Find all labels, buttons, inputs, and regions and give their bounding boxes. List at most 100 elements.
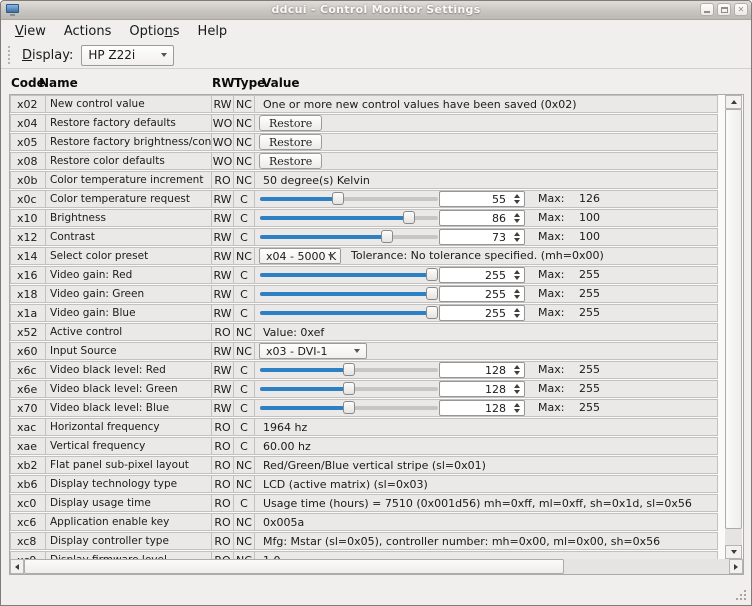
vertical-scrollbar[interactable] [725, 95, 742, 559]
max-label: Max: [538, 211, 565, 224]
resize-grip[interactable] [734, 588, 746, 600]
cell-code: xb2 [11, 457, 46, 473]
slider[interactable] [260, 192, 438, 205]
restore-button[interactable]: Restore [259, 134, 323, 150]
titlebar[interactable]: ddcui - Control Monitor Settings ✕ [1, 1, 751, 20]
scroll-left-button[interactable] [10, 559, 24, 574]
spinbox-arrows[interactable] [514, 308, 520, 318]
spinbox-arrows[interactable] [514, 213, 520, 223]
cell-type: NC [234, 115, 255, 131]
slider[interactable] [260, 306, 438, 319]
header-type: Type [234, 76, 266, 90]
arrow-up-icon [730, 100, 737, 104]
cell-type: C [234, 229, 255, 245]
menu-actions[interactable]: Actions [63, 23, 112, 39]
value-text: 1964 hz [263, 420, 308, 434]
spinbox-arrows[interactable] [514, 365, 520, 375]
slider-handle[interactable] [426, 306, 438, 319]
cell-value: 1964 hz [255, 419, 717, 435]
cell-code: xb6 [11, 476, 46, 492]
spinbox[interactable]: 86 [439, 210, 525, 226]
spin-up-icon [514, 403, 520, 407]
value-note: Tolerance: No tolerance specified. (mh=0… [351, 249, 604, 262]
maximize-button[interactable] [717, 3, 731, 16]
slider-handle[interactable] [381, 230, 393, 243]
vertical-scrollbar-thumb[interactable] [725, 109, 742, 529]
cell-rw: RW [212, 267, 234, 283]
scroll-down-button[interactable] [725, 545, 742, 559]
cell-rw: RW [212, 210, 234, 226]
cell-type: C [234, 400, 255, 416]
table-row: xb2 Flat panel sub-pixel layout RO NC Red/Gr… [10, 456, 718, 474]
menu-view[interactable]: View [15, 23, 46, 39]
max-value: 100 [579, 230, 600, 243]
horizontal-scrollbar-thumb[interactable] [24, 559, 564, 574]
menu-help[interactable]: Help [197, 23, 228, 39]
main-content: Code Name RW Type Value x02 New control v… [1, 67, 751, 605]
spinbox[interactable]: 255 [439, 267, 525, 283]
max-label: Max: [538, 287, 565, 300]
display-combobox[interactable]: HP Z22i [81, 44, 175, 66]
minimize-icon [704, 10, 710, 13]
slider-handle[interactable] [403, 211, 415, 224]
scroll-up-button[interactable] [725, 95, 742, 109]
slider[interactable] [260, 211, 438, 224]
restore-button[interactable]: Restore [259, 115, 323, 131]
spinbox-arrows[interactable] [514, 194, 520, 204]
slider[interactable] [260, 230, 438, 243]
spinbox-arrows[interactable] [514, 403, 520, 413]
slider[interactable] [260, 268, 438, 281]
cell-rw: RW [212, 400, 234, 416]
slider[interactable] [260, 382, 438, 395]
arrow-down-icon [730, 550, 737, 554]
horizontal-scrollbar[interactable] [10, 559, 743, 574]
cell-name: Application enable key [46, 514, 212, 530]
slider-handle[interactable] [343, 363, 355, 376]
max-label: Max: [538, 306, 565, 319]
cell-type: C [234, 191, 255, 207]
spinbox-arrows[interactable] [514, 232, 520, 242]
cell-value: 60.00 hz [255, 438, 717, 454]
cell-code: xc9 [11, 552, 46, 559]
spinbox[interactable]: 255 [439, 305, 525, 321]
slider-handle[interactable] [426, 268, 438, 281]
cell-value: 55 Max: 126 [255, 191, 717, 207]
close-button[interactable]: ✕ [734, 3, 748, 16]
spinbox[interactable]: 73 [439, 229, 525, 245]
menu-options[interactable]: Options [129, 23, 180, 39]
slider-fill [260, 292, 432, 296]
spinbox-arrows[interactable] [514, 270, 520, 280]
cell-value: 73 Max: 100 [255, 229, 717, 245]
spinbox-arrows[interactable] [514, 384, 520, 394]
max-label: Max: [538, 230, 565, 243]
spin-up-icon [514, 308, 520, 312]
slider-handle[interactable] [426, 287, 438, 300]
spinbox[interactable]: 128 [439, 381, 525, 397]
value-combobox[interactable]: x04 - 5000 K [259, 248, 341, 264]
cell-rw: RW [212, 229, 234, 245]
spinbox[interactable]: 255 [439, 286, 525, 302]
minimize-button[interactable] [700, 3, 714, 16]
slider[interactable] [260, 287, 438, 300]
spinbox[interactable]: 128 [439, 362, 525, 378]
toolbar-drag-handle[interactable] [8, 46, 10, 64]
cell-name: Color temperature request [46, 191, 212, 207]
spinbox[interactable]: 55 [439, 191, 525, 207]
table-row: x14 Select color preset RW NC x04 - 5000 K To… [10, 247, 718, 265]
cell-name: Display controller type [46, 533, 212, 549]
slider-handle[interactable] [343, 401, 355, 414]
cell-name: Horizontal frequency [46, 419, 212, 435]
value-combobox[interactable]: x03 - DVI-1 [259, 343, 367, 359]
slider-handle[interactable] [332, 192, 344, 205]
slider-handle[interactable] [343, 382, 355, 395]
spinbox[interactable]: 128 [439, 400, 525, 416]
slider[interactable] [260, 401, 438, 414]
spinbox-arrows[interactable] [514, 289, 520, 299]
header-value: Value [262, 76, 300, 90]
scroll-right-button[interactable] [729, 559, 743, 574]
slider[interactable] [260, 363, 438, 376]
cell-type: NC [234, 457, 255, 473]
chevron-down-icon [354, 349, 360, 353]
restore-button[interactable]: Restore [259, 153, 323, 169]
